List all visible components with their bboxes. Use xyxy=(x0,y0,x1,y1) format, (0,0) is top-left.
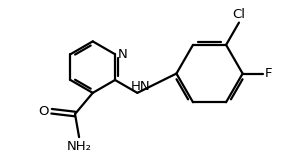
Text: NH₂: NH₂ xyxy=(66,140,92,153)
Text: HN: HN xyxy=(131,80,151,93)
Text: Cl: Cl xyxy=(233,8,245,21)
Text: N: N xyxy=(118,48,128,61)
Text: O: O xyxy=(38,105,49,118)
Text: F: F xyxy=(265,67,272,80)
